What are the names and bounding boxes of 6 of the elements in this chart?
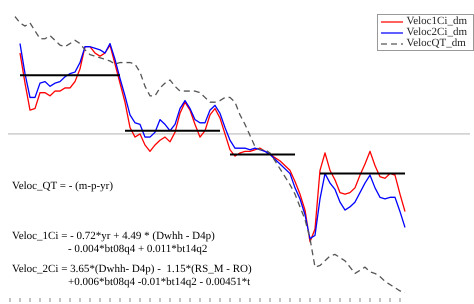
- legend-label: Veloc1Ci_dm: [406, 15, 467, 27]
- legend-label: Veloc2Ci_dm: [406, 26, 467, 38]
- annotation: Veloc_1Ci = - 0.72*yr + 4.49 * (Dwhh - D4p) - 0.004*bt08q4 + 0.011*bt14q2: [12, 230, 215, 256]
- annotation: Veloc_QT = - (m-p-yr): [12, 180, 113, 193]
- legend-label: VelocQT_dm: [406, 37, 466, 49]
- annotation: Veloc_2Ci = 3.65*(Dwhh- D4p) - 1.15*(RS_M - RO) +0.006*bt08q4 -0.01*bt14q2 - 0.00451*t: [12, 263, 252, 289]
